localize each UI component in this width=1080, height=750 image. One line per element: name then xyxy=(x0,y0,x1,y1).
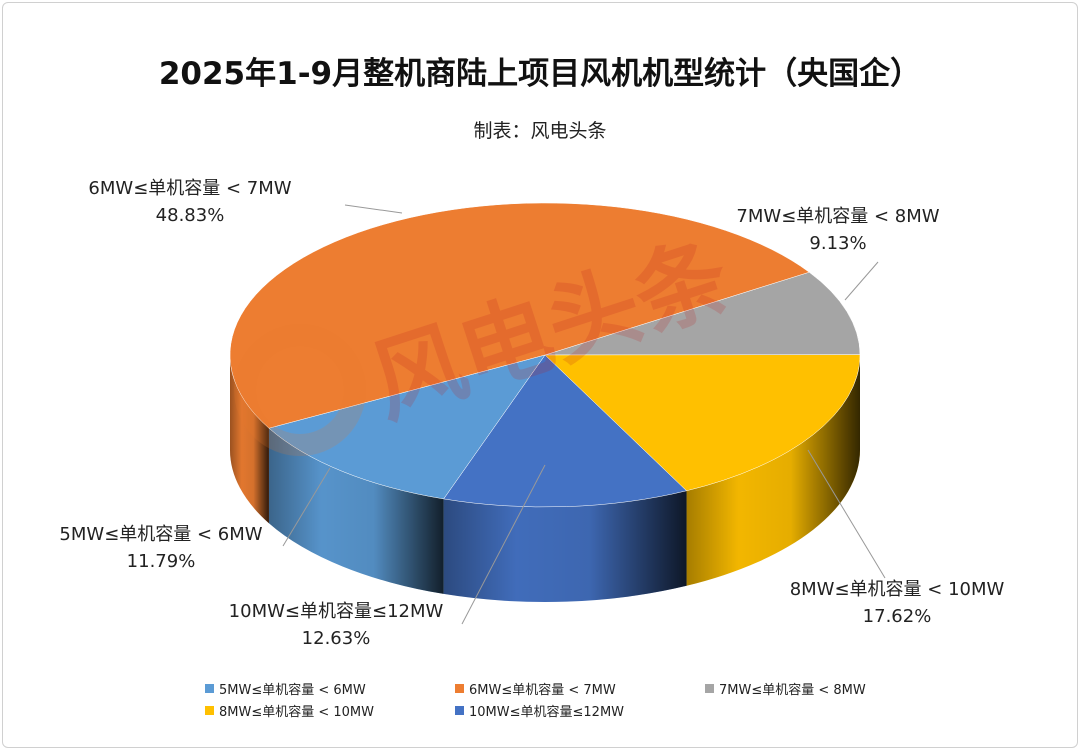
legend-label: 6MW≤单机容量 < 7MW xyxy=(469,683,616,698)
legend-swatch xyxy=(205,706,214,715)
legend-label: 8MW≤单机容量 < 10MW xyxy=(219,705,375,720)
legend-label: 7MW≤单机容量 < 8MW xyxy=(719,683,866,698)
legend-swatch xyxy=(705,684,714,693)
slice-6-7mw[interactable] xyxy=(229,202,810,429)
legend-item: 5MW≤单机容量 < 6MW xyxy=(205,679,366,698)
leader-8-10mw xyxy=(807,449,886,579)
legend-item: 8MW≤单机容量 < 10MW xyxy=(205,701,374,720)
legend-swatch xyxy=(205,684,214,693)
leader-7-8mw xyxy=(844,261,879,301)
legend-label: 5MW≤单机容量 < 6MW xyxy=(219,683,366,698)
slice-8-10mw[interactable] xyxy=(544,354,861,492)
slice-5-6mw-side-shade xyxy=(268,428,444,594)
slice-5-6mw[interactable] xyxy=(268,354,546,500)
slice-10-12mw[interactable] xyxy=(443,354,688,508)
leader-10-12mw xyxy=(461,464,546,625)
slice-7-8mw[interactable] xyxy=(544,271,861,356)
leader-5-6mw xyxy=(282,467,331,547)
chart-title: 2025年1-9月整机商陆上项目风机机型统计（央国企） xyxy=(158,56,922,92)
data-label-7-8mw: 7MW≤单机容量 < 8MW 9.13% xyxy=(736,206,940,254)
data-label-5-6mw: 5MW≤单机容量 < 6MW 11.79% xyxy=(59,524,263,572)
legend-item: 6MW≤单机容量 < 7MW xyxy=(455,679,616,698)
legend-swatch xyxy=(455,706,464,715)
chart-subtitle: 制表：风电头条 xyxy=(473,120,607,142)
data-label-10-12mw: 10MW≤单机容量≤12MW 12.63% xyxy=(228,601,444,649)
legend-label: 10MW≤单机容量≤12MW xyxy=(469,705,625,720)
legend-item: 10MW≤单机容量≤12MW xyxy=(455,701,624,720)
slice-6-7mw-side-shade xyxy=(230,355,269,524)
data-label-6-7mw: 6MW≤单机容量 < 7MW 48.83% xyxy=(88,178,292,226)
slice-10-12mw-side-shade xyxy=(443,490,687,602)
legend-swatch xyxy=(455,684,464,693)
leader-6-7mw xyxy=(344,204,403,214)
slice-8-10mw-side-shade xyxy=(686,355,860,586)
legend-item: 7MW≤单机容量 < 8MW xyxy=(705,679,866,698)
data-label-8-10mw: 8MW≤单机容量 < 10MW 17.62% xyxy=(789,579,1005,627)
